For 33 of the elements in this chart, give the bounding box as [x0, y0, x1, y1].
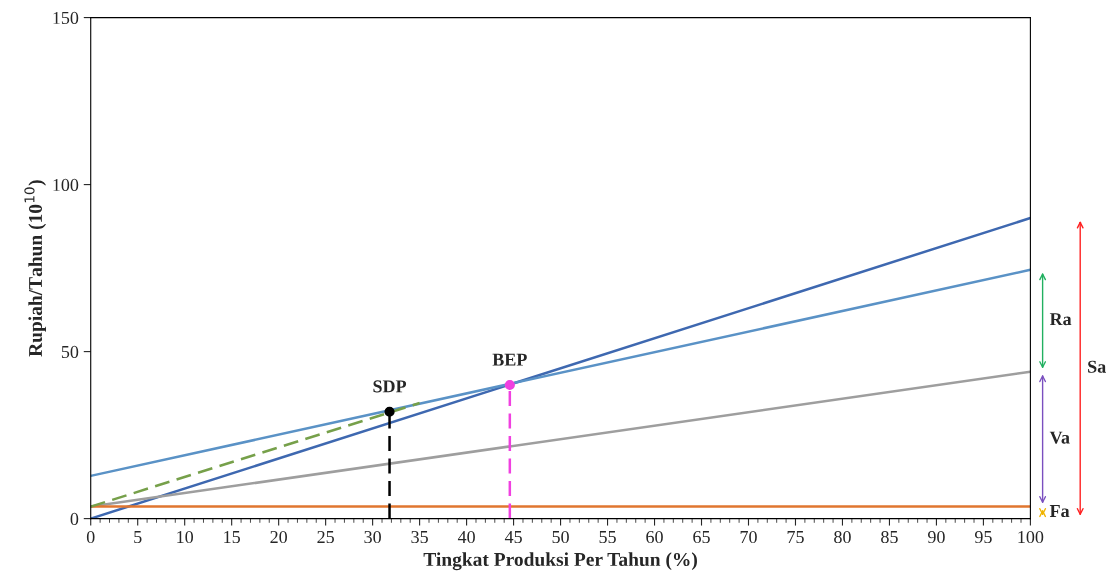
annotation: SDP — [373, 380, 407, 393]
x-tick-label: 100 — [1018, 530, 1044, 544]
x-tick-label: 60 — [646, 530, 663, 544]
x-tick-label: 50 — [552, 530, 569, 544]
x-tick-label: 45 — [504, 531, 522, 544]
x-tick-label: 70 — [740, 530, 757, 544]
x-tick-label: 75 — [787, 531, 804, 544]
y-axis-title: Rupiah/Tahun (10$^{10}$) — [24, 180, 46, 357]
x-tick-label: 85 — [881, 530, 898, 544]
text: Ra — [1049, 313, 1072, 326]
y-tick-label: 150 — [53, 11, 79, 25]
annotation: BEP — [492, 353, 527, 366]
x-tick-label: 40 — [457, 530, 475, 544]
x-tick-label: 95 — [974, 530, 992, 544]
x-tick-label: 10 — [177, 530, 194, 544]
x-tick-label: 5 — [134, 531, 142, 544]
x-axis-title: Tingkat Produksi Per Tahun (%) — [423, 552, 697, 571]
y-tick-label: 0 — [70, 512, 79, 526]
x-tick-label: 30 — [364, 530, 381, 544]
x-tick-label: 90 — [927, 530, 945, 544]
y-tick-label: 50 — [61, 345, 79, 359]
text: Fa — [1049, 505, 1070, 518]
x-tick-label: 55 — [599, 531, 616, 544]
x-tick-label: 25 — [317, 530, 334, 544]
x-tick-label: 0 — [86, 530, 95, 544]
x-tick-label: 65 — [693, 530, 710, 544]
text: Va — [1049, 431, 1070, 444]
x-tick-label: 15 — [224, 531, 240, 544]
y-tick-label: 100 — [53, 178, 79, 192]
x-tick-label: 80 — [834, 530, 851, 544]
x-tick-label: 35 — [411, 530, 428, 544]
text: Sa — [1088, 360, 1106, 373]
x-tick-label: 20 — [270, 530, 287, 544]
